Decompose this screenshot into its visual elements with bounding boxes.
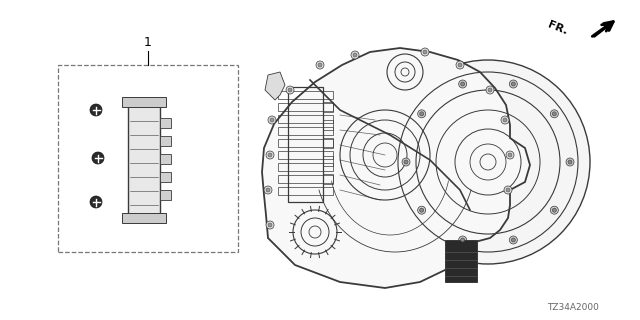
Circle shape [90,196,102,208]
Bar [160,154,171,164]
Circle shape [459,236,467,244]
Circle shape [420,112,424,116]
Circle shape [501,116,509,124]
Bar [278,175,333,183]
Circle shape [488,88,492,92]
Circle shape [270,118,274,122]
Circle shape [268,223,272,227]
Bar [323,120,333,130]
Circle shape [550,206,558,214]
Bar [323,138,333,148]
Circle shape [456,61,464,69]
Circle shape [268,116,276,124]
Circle shape [268,153,272,157]
Bar [278,163,333,171]
Bar [278,187,333,195]
Circle shape [509,236,517,244]
Circle shape [418,110,426,118]
Circle shape [506,188,510,192]
Bar [278,151,333,159]
Circle shape [511,238,515,242]
Bar [160,172,171,182]
Bar [160,190,171,200]
Circle shape [386,60,590,264]
Bar [122,213,166,223]
Bar [445,240,477,282]
Bar [278,127,333,135]
Circle shape [423,50,427,54]
Circle shape [264,186,272,194]
Bar [278,103,333,111]
Polygon shape [265,72,285,100]
Circle shape [92,152,104,164]
Circle shape [458,63,462,67]
Bar [128,105,160,215]
Circle shape [552,112,556,116]
Circle shape [568,160,572,164]
Bar [278,139,333,147]
Bar [323,156,333,166]
Circle shape [351,51,359,59]
Text: FR.: FR. [547,20,569,36]
Circle shape [461,238,465,242]
Bar [323,102,333,112]
Circle shape [266,151,274,159]
Circle shape [552,208,556,212]
Bar [278,91,333,99]
Bar [122,97,166,107]
Bar [323,174,333,184]
Circle shape [459,80,467,88]
Text: 1: 1 [144,36,152,49]
Circle shape [508,153,512,157]
FancyArrowPatch shape [592,23,610,36]
Bar [288,87,323,202]
Circle shape [402,158,410,166]
Circle shape [404,160,408,164]
Bar [160,136,171,146]
Circle shape [353,53,357,57]
Circle shape [503,118,507,122]
Circle shape [461,82,465,86]
Circle shape [288,88,292,92]
Circle shape [266,221,274,229]
Circle shape [506,151,514,159]
Circle shape [318,63,322,67]
Circle shape [486,86,494,94]
Circle shape [316,61,324,69]
Circle shape [420,208,424,212]
Circle shape [90,104,102,116]
Circle shape [266,188,270,192]
Bar [58,65,238,252]
Circle shape [566,158,574,166]
Bar [160,118,171,128]
Circle shape [509,80,517,88]
Circle shape [421,48,429,56]
Bar [278,115,333,123]
Circle shape [504,186,512,194]
Text: TZ34A2000: TZ34A2000 [547,303,599,312]
Circle shape [286,86,294,94]
Circle shape [418,206,426,214]
Circle shape [511,82,515,86]
Polygon shape [262,48,530,288]
Circle shape [550,110,558,118]
